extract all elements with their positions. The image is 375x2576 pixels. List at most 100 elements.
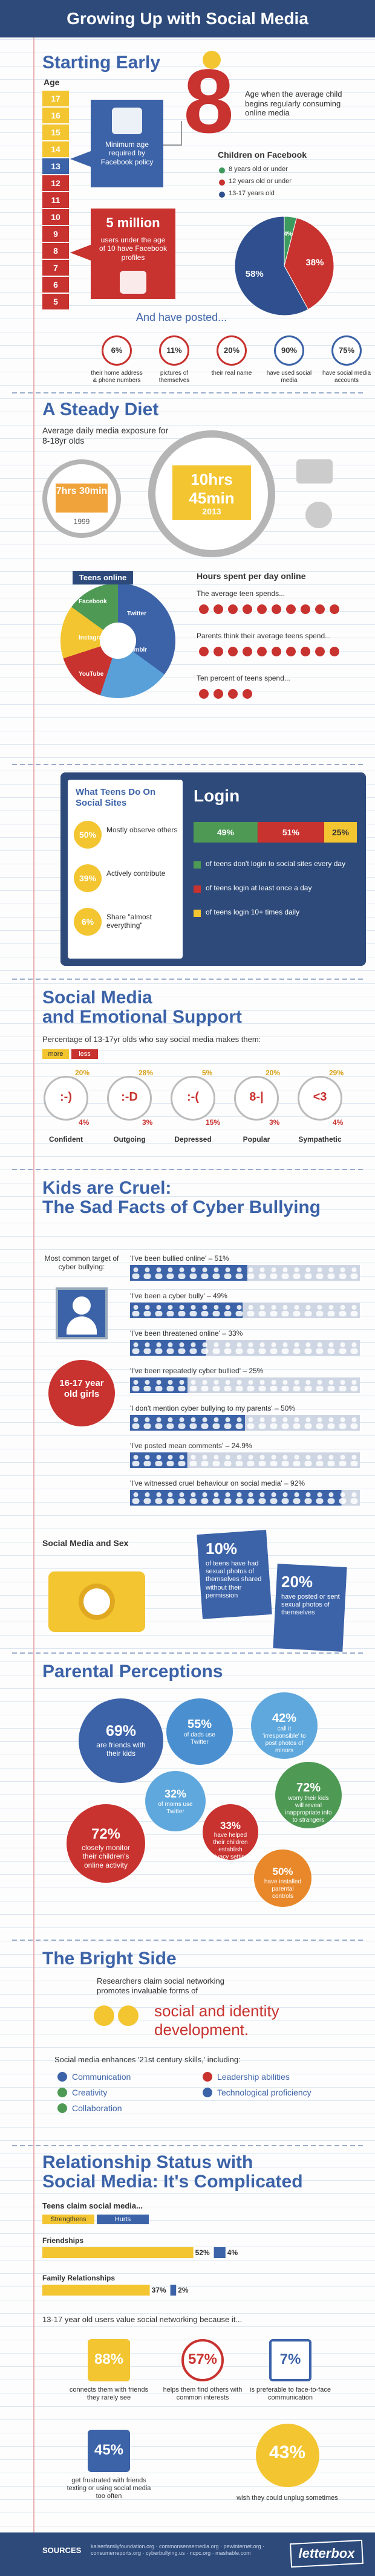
stat-circle <box>203 1804 258 1860</box>
person-icon <box>293 1311 301 1316</box>
person-icon <box>156 1417 161 1422</box>
less-value: 3% <box>269 1118 280 1127</box>
person-icon <box>293 1461 301 1466</box>
person-icon <box>201 1311 209 1316</box>
person-icon <box>214 1492 219 1497</box>
person-icon <box>293 1386 301 1391</box>
more-value: 20% <box>266 1069 281 1077</box>
person-icon <box>281 1498 289 1504</box>
activity-circle <box>74 821 102 849</box>
stat-value: 50% <box>272 1865 293 1877</box>
emotion-label: Sympathetic <box>298 1135 342 1144</box>
person-icon <box>201 1348 209 1354</box>
person-icon <box>282 1380 288 1385</box>
person-icon <box>340 1342 345 1347</box>
pie-label: 58% <box>245 268 264 279</box>
person-icon <box>258 1348 266 1354</box>
person-icon <box>259 1305 265 1310</box>
stat-label: their home address & phone numbers <box>91 370 143 384</box>
person-icon <box>317 1342 322 1347</box>
person-icon <box>189 1311 197 1316</box>
person-icon <box>248 1267 253 1272</box>
relationship-bar <box>42 2285 150 2296</box>
person-icon <box>248 1305 253 1310</box>
person-icon <box>236 1342 242 1347</box>
person-icon <box>282 1305 288 1310</box>
margin-line <box>33 0 34 2576</box>
age: 12 <box>51 178 60 188</box>
person-icon <box>201 1498 209 1504</box>
person-icon <box>191 1267 196 1272</box>
target-figure <box>73 1296 91 1315</box>
person-icon <box>214 1305 219 1310</box>
legend-label: more <box>48 1050 64 1058</box>
person-icon <box>143 1311 151 1316</box>
person-icon <box>133 1342 139 1347</box>
person-icon <box>340 1267 345 1272</box>
person-icon <box>202 1455 207 1460</box>
person-icon <box>258 1311 266 1316</box>
person-icon <box>270 1348 278 1354</box>
person-icon <box>179 1492 184 1497</box>
person-icon <box>168 1455 173 1460</box>
skill-icon <box>203 2088 212 2097</box>
person-icon <box>225 1305 230 1310</box>
hour-icon <box>256 603 268 615</box>
person-icon <box>259 1455 265 1460</box>
stat-label: are friends with their kids <box>96 1741 146 1758</box>
teens-online-center <box>100 623 136 659</box>
person-icon <box>143 1498 151 1504</box>
person-icon <box>225 1417 230 1422</box>
person-icon <box>294 1267 299 1272</box>
hour-icon <box>285 646 297 658</box>
big-number: 8 <box>183 50 234 152</box>
person-icon <box>166 1273 174 1279</box>
legend-swatch <box>194 885 201 893</box>
age-cell <box>42 209 69 225</box>
age-cell <box>42 125 69 140</box>
value-label: wish they could unplug sometimes <box>236 2494 338 2502</box>
person-icon <box>258 1386 266 1391</box>
person-icon <box>225 1342 230 1347</box>
value-label: is preferable to face-to-face communicat… <box>250 2386 331 2402</box>
person-icon <box>339 1423 347 1429</box>
person-icon <box>248 1380 253 1385</box>
value-icon <box>255 2424 319 2487</box>
person-icon <box>350 1498 358 1504</box>
legend-swatch <box>219 167 225 173</box>
section-heading: A Steady Diet <box>42 400 159 419</box>
legend-label: 13-17 years old <box>229 190 275 197</box>
panel-heading: What Teens Do On Social Sites <box>76 787 156 808</box>
stat-circle <box>274 335 304 366</box>
stat-label: have helped their children establish pri… <box>209 1832 252 1860</box>
skill: Leadership abilities <box>217 2072 290 2082</box>
sex-label: of teens have had sexual photos of thems… <box>206 1560 262 1599</box>
site-label: Tumblr <box>127 647 148 653</box>
value-stat: 43% <box>269 2442 306 2462</box>
person-icon <box>305 1455 311 1460</box>
person-icon <box>281 1386 289 1391</box>
person-icon <box>178 1273 186 1279</box>
value-label: connects them with friends they rarely s… <box>69 2386 149 2402</box>
legend-label: Hurts <box>114 2216 131 2223</box>
stat-circle <box>251 1692 318 1759</box>
person-icon <box>282 1455 288 1460</box>
person-icon <box>351 1267 357 1272</box>
login-value: 25% <box>331 827 350 837</box>
person-icon <box>281 1273 289 1279</box>
section-heading: Relationship Status with Social Media: I… <box>42 2152 303 2192</box>
pie-label: 38% <box>305 257 324 268</box>
person-icon <box>235 1273 243 1279</box>
person-icon <box>225 1267 230 1272</box>
emotion-label: Popular <box>243 1135 270 1144</box>
person-icon <box>178 1423 186 1429</box>
person-icon <box>351 1380 357 1385</box>
hour-icon <box>241 603 253 615</box>
person-icon <box>214 1417 219 1422</box>
value-icon <box>88 2339 130 2381</box>
hour-icon <box>198 688 210 700</box>
target-circle <box>48 1360 115 1426</box>
person-icon <box>235 1386 243 1391</box>
person-icon <box>271 1267 276 1272</box>
person-icon <box>305 1267 311 1272</box>
